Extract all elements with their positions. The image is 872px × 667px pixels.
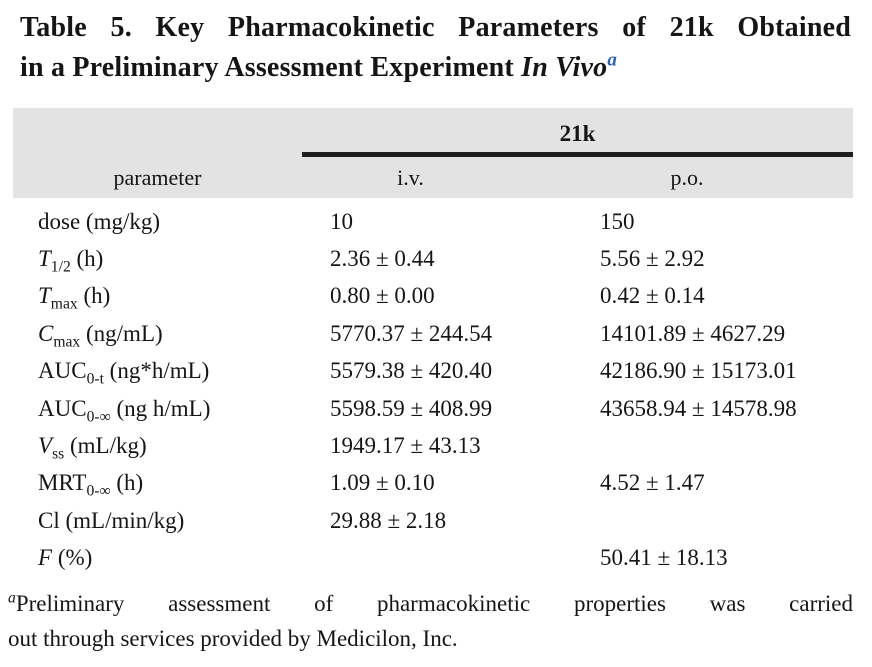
param-unit: (mL/min/kg)	[59, 507, 185, 533]
param-subscript: ss	[52, 445, 65, 463]
param-subscript: 0-∞	[86, 483, 111, 501]
param-label: Vss (mL/kg)	[38, 433, 147, 463]
iv-value: 0.80 ± 0.00	[330, 283, 435, 309]
column-header-iv: i.v.	[397, 164, 424, 190]
iv-value: 2.36 ± 0.44	[330, 246, 435, 272]
param-subscript: 0-t	[86, 370, 104, 388]
column-header-po: p.o.	[670, 164, 704, 190]
column-group-header-21k: 21k	[559, 121, 596, 146]
table-row: MRT0-∞ (h) 1.09 ± 0.10 4.52 ± 1.47	[13, 465, 853, 502]
table-row: dose (mg/kg) 10 150	[13, 203, 853, 240]
footnote-line2: out through services provided by Medicil…	[8, 626, 458, 651]
iv-value: 1949.17 ± 43.13	[330, 433, 481, 459]
iv-value: 10	[330, 208, 353, 234]
param-label: MRT0-∞ (h)	[38, 470, 144, 501]
iv-value: 5598.59 ± 408.99	[330, 395, 493, 421]
table-title-footnote-marker: a	[607, 49, 618, 71]
param-subscript: max	[50, 296, 78, 314]
iv-value: 29.88 ± 2.18	[330, 507, 447, 533]
param-label: Cl (mL/min/kg)	[38, 507, 185, 533]
param-unit: (h)	[110, 470, 144, 496]
param-unit: (h)	[70, 246, 104, 272]
param-label: T1/2 (h)	[38, 246, 104, 276]
param-unit: (ng h/mL)	[110, 395, 211, 421]
table-row: F (%) 50.41 ± 18.13	[13, 540, 853, 577]
param-unit: (ng/mL)	[80, 320, 163, 346]
iv-value: 5770.37 ± 244.54	[330, 320, 493, 346]
po-value: 4.52 ± 1.47	[600, 470, 705, 496]
param-label: dose (mg/kg)	[38, 208, 161, 234]
param-subscript: max	[53, 333, 81, 351]
table-title: Table 5. Key Pharmacokinetic Parameters …	[20, 8, 851, 88]
param-subscript: 0-∞	[86, 408, 111, 426]
table-row: Vss (mL/kg) 1949.17 ± 43.13	[13, 427, 853, 464]
footnote: aPreliminary assessment of pharmacokinet…	[8, 586, 853, 656]
po-value: 150	[600, 208, 635, 234]
column-header-parameter: parameter	[113, 164, 202, 190]
table-title-line2-text: in a Preliminary Assessment Experiment	[20, 52, 522, 83]
table-row: AUC0-∞ (ng h/mL) 5598.59 ± 408.99 43658.94…	[13, 390, 853, 427]
param-label: AUC0-∞ (ng h/mL)	[38, 395, 211, 426]
param-unit: (mL/kg)	[64, 433, 147, 459]
param-label: AUC0-t (ng*h/mL)	[38, 358, 210, 388]
table-title-line1: Table 5. Key Pharmacokinetic Parameters …	[20, 12, 851, 43]
table-title-line2: in a Preliminary Assessment Experiment I…	[20, 48, 851, 88]
table-row: Cl (mL/min/kg) 29.88 ± 2.18	[13, 502, 853, 539]
po-value: 50.41 ± 18.13	[600, 545, 728, 571]
param-unit: (ng*h/mL)	[103, 358, 210, 384]
table-title-invivo: In Vivo	[521, 52, 608, 83]
header-rule	[302, 152, 853, 157]
table-header-band: 21k parameter i.v. p.o.	[13, 108, 853, 198]
iv-value: 1.09 ± 0.10	[330, 470, 435, 496]
table-body: dose (mg/kg) 10 150 T1/2 (h) 2.36 ± 0.44 5.56…	[13, 203, 853, 577]
column-header-row: parameter i.v. p.o.	[13, 157, 853, 198]
po-value: 42186.90 ± 15173.01	[600, 358, 797, 384]
param-label: Cmax (ng/mL)	[38, 320, 163, 351]
po-value: 0.42 ± 0.14	[600, 283, 705, 309]
param-label: Tmax (h)	[38, 283, 111, 314]
iv-value: 5579.38 ± 420.40	[330, 358, 493, 384]
table-row: Cmax (ng/mL) 5770.37 ± 244.54 14101.89 ± 4…	[13, 315, 853, 352]
param-unit: (%)	[52, 545, 93, 571]
table-row: T1/2 (h) 2.36 ± 0.44 5.56 ± 2.92	[13, 240, 853, 277]
footnote-line1: aPreliminary assessment of pharmacokinet…	[8, 586, 853, 621]
param-label: F (%)	[38, 545, 93, 571]
po-value: 43658.94 ± 14578.98	[600, 395, 797, 421]
footnote-marker: a	[8, 589, 16, 607]
footnote-line1-text: Preliminary assessment of pharmacokineti…	[15, 591, 853, 616]
param-unit: (mg/kg)	[80, 208, 161, 234]
table-row: AUC0-t (ng*h/mL) 5579.38 ± 420.40 42186.90…	[13, 353, 853, 390]
param-subscript: 1/2	[50, 258, 71, 276]
param-unit: (h)	[77, 283, 111, 309]
po-value: 5.56 ± 2.92	[600, 246, 705, 272]
po-value: 14101.89 ± 4627.29	[600, 320, 786, 346]
table-row: Tmax (h) 0.80 ± 0.00 0.42 ± 0.14	[13, 278, 853, 315]
